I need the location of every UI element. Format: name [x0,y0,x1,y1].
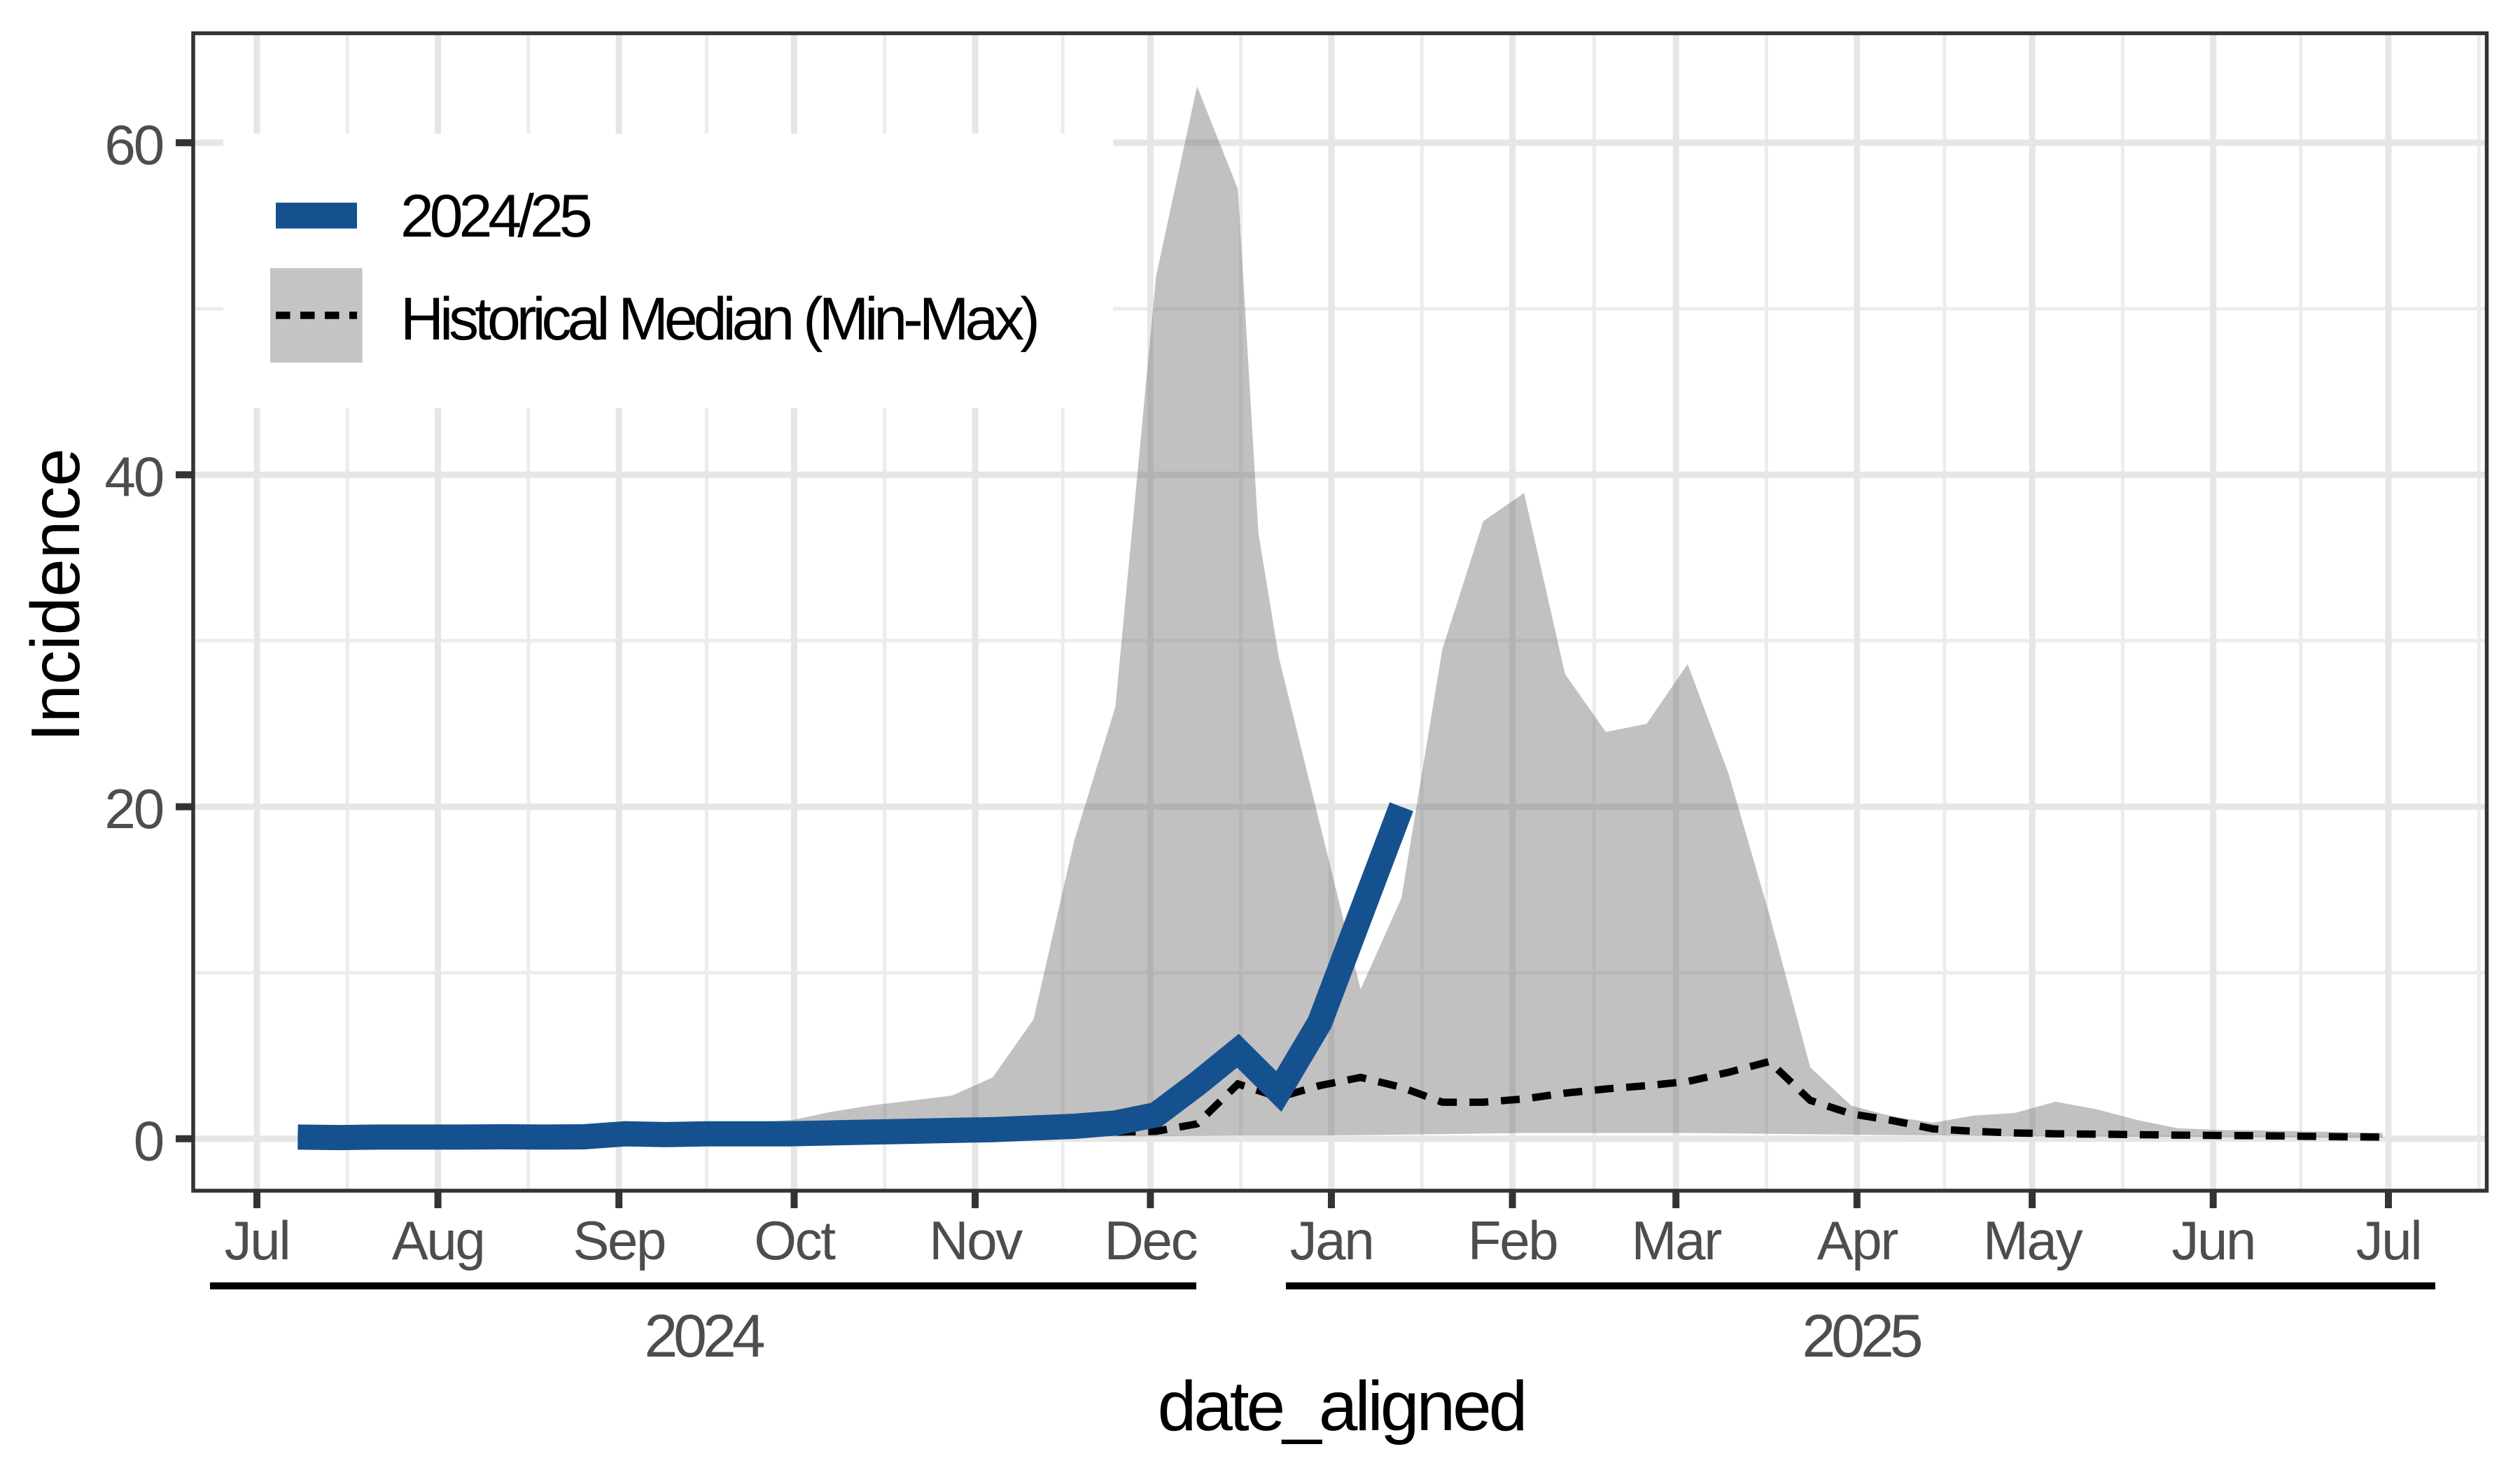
svg-text:40: 40 [104,446,162,508]
svg-text:Jun: Jun [2171,1210,2255,1271]
svg-text:Incidence: Incidence [17,448,94,742]
svg-text:Jul: Jul [225,1210,290,1271]
svg-text:Sep: Sep [573,1210,665,1271]
svg-text:Jan: Jan [1290,1210,1373,1271]
svg-text:Oct: Oct [754,1210,836,1271]
svg-text:May: May [1983,1210,2083,1271]
svg-text:Mar: Mar [1632,1210,1722,1271]
svg-text:Nov: Nov [929,1210,1023,1271]
svg-text:Historical Median (Min-Max): Historical Median (Min-Max) [400,286,1037,353]
svg-text:2025: 2025 [1802,1303,1921,1370]
svg-text:Apr: Apr [1817,1210,1898,1271]
svg-text:Jul: Jul [2356,1210,2421,1271]
svg-text:2024: 2024 [644,1303,764,1370]
svg-text:20: 20 [104,778,162,840]
svg-text:0: 0 [134,1110,163,1172]
svg-text:Aug: Aug [392,1210,484,1271]
svg-text:Dec: Dec [1105,1210,1197,1271]
svg-text:2024/25: 2024/25 [400,183,591,250]
svg-text:Feb: Feb [1468,1210,1557,1271]
svg-text:date_aligned: date_aligned [1158,1367,1525,1446]
svg-text:60: 60 [104,113,162,176]
